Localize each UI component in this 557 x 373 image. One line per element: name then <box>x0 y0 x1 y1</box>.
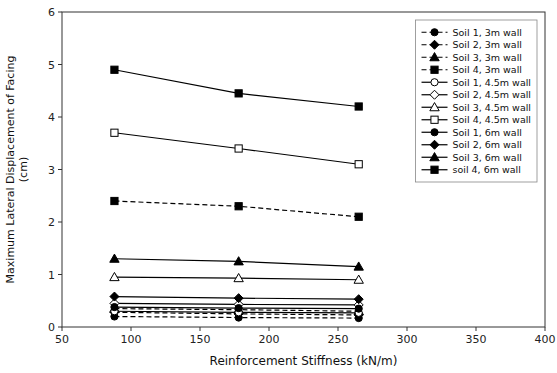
y-axis-label: Maximum Lateral Displacement of Facing(c… <box>4 56 30 284</box>
point <box>110 292 119 301</box>
series <box>111 129 362 168</box>
x-tick-label: 200 <box>259 333 280 346</box>
legend-label: Soil 2, 3m wall <box>453 39 522 50</box>
series-line <box>114 201 358 217</box>
point <box>111 303 118 310</box>
point <box>110 272 119 280</box>
y-tick-label: 2 <box>48 216 55 229</box>
point <box>234 257 243 265</box>
x-tick <box>338 327 339 331</box>
legend-marker <box>431 116 438 123</box>
legend-label: Soil 1, 6m wall <box>453 127 522 138</box>
y-tick <box>58 117 62 118</box>
point <box>111 197 118 204</box>
legend-marker <box>430 140 439 149</box>
point <box>111 129 118 136</box>
x-tick <box>62 327 63 331</box>
x-tick-label: 400 <box>535 333 556 346</box>
point <box>235 305 242 312</box>
legend-marker <box>431 166 438 173</box>
y-tick <box>58 169 62 170</box>
y-tick <box>58 222 62 223</box>
legend-label: soil 4, 6m wall <box>453 164 521 175</box>
y-tick <box>58 274 62 275</box>
point <box>235 90 242 97</box>
legend-label: Soil 3, 6m wall <box>453 152 522 163</box>
point <box>355 305 362 312</box>
x-tick <box>545 327 546 331</box>
legend-marker <box>431 29 438 36</box>
point <box>354 295 363 304</box>
x-tick-label: 50 <box>55 333 69 346</box>
legend-label: Soil 2, 6m wall <box>453 139 522 150</box>
legend-label: Soil 3, 4.5m wall <box>453 102 531 113</box>
legend-box <box>416 20 537 182</box>
legend-marker <box>430 90 439 99</box>
point <box>355 161 362 168</box>
legend-marker <box>430 103 439 111</box>
legend-marker <box>431 79 438 86</box>
y-tick-label: 5 <box>48 59 55 72</box>
axes: 50 100 150 200 250 300 350 400 0 1 2 3 4 5 6 <box>48 6 556 346</box>
point <box>234 294 243 303</box>
legend-marker <box>430 40 439 49</box>
point <box>355 213 362 220</box>
x-tick-label: 300 <box>397 333 418 346</box>
series-line <box>114 133 358 165</box>
legend-label: Soil 1, 4.5m wall <box>453 77 531 88</box>
y-tick-label: 4 <box>48 111 55 124</box>
legend-label: Soil 4, 4.5m wall <box>453 114 531 125</box>
legend-marker <box>431 129 438 136</box>
y-tick <box>58 12 62 13</box>
y-tick-label: 1 <box>48 269 55 282</box>
point <box>354 275 363 283</box>
series <box>111 303 362 312</box>
x-tick-label: 100 <box>121 333 142 346</box>
y-tick-label: 0 <box>48 321 55 334</box>
point <box>235 203 242 210</box>
legend-label: Soil 1, 3m wall <box>453 27 522 38</box>
x-tick-label: 150 <box>190 333 211 346</box>
point <box>235 145 242 152</box>
series <box>111 66 362 110</box>
x-tick <box>407 327 408 331</box>
y-tick-label: 3 <box>48 164 55 177</box>
x-tick <box>131 327 132 331</box>
legend-label: Soil 2, 4.5m wall <box>453 89 531 100</box>
y-tick-label: 6 <box>48 6 55 19</box>
series <box>110 254 364 270</box>
series <box>110 272 364 283</box>
legend-marker <box>430 53 439 61</box>
x-tick <box>476 327 477 331</box>
x-axis-label: Reinforcement Stiffness (kN/m) <box>210 354 398 368</box>
x-tick-label: 250 <box>328 333 349 346</box>
legend: Soil 1, 3m wallSoil 2, 3m wall Soil 3, 3m… <box>416 20 537 182</box>
series <box>110 292 363 304</box>
point <box>111 66 118 73</box>
point <box>355 103 362 110</box>
legend-marker <box>431 66 438 73</box>
chart: 50 100 150 200 250 300 350 400 0 1 2 3 4 5 6 Reinforcem… <box>0 0 557 373</box>
legend-label: Soil 4, 3m wall <box>453 64 522 75</box>
x-tick <box>200 327 201 331</box>
y-tick <box>58 64 62 65</box>
y-tick <box>58 327 62 328</box>
x-tick-label: 350 <box>466 333 487 346</box>
point <box>354 262 363 270</box>
series-line <box>114 70 358 107</box>
legend-label: Soil 3, 3m wall <box>453 52 522 63</box>
plot-frame <box>62 12 545 327</box>
series <box>111 197 362 220</box>
x-tick <box>269 327 270 331</box>
point <box>110 254 119 262</box>
point <box>234 273 243 281</box>
series-group <box>110 66 364 322</box>
legend-marker <box>430 153 439 161</box>
